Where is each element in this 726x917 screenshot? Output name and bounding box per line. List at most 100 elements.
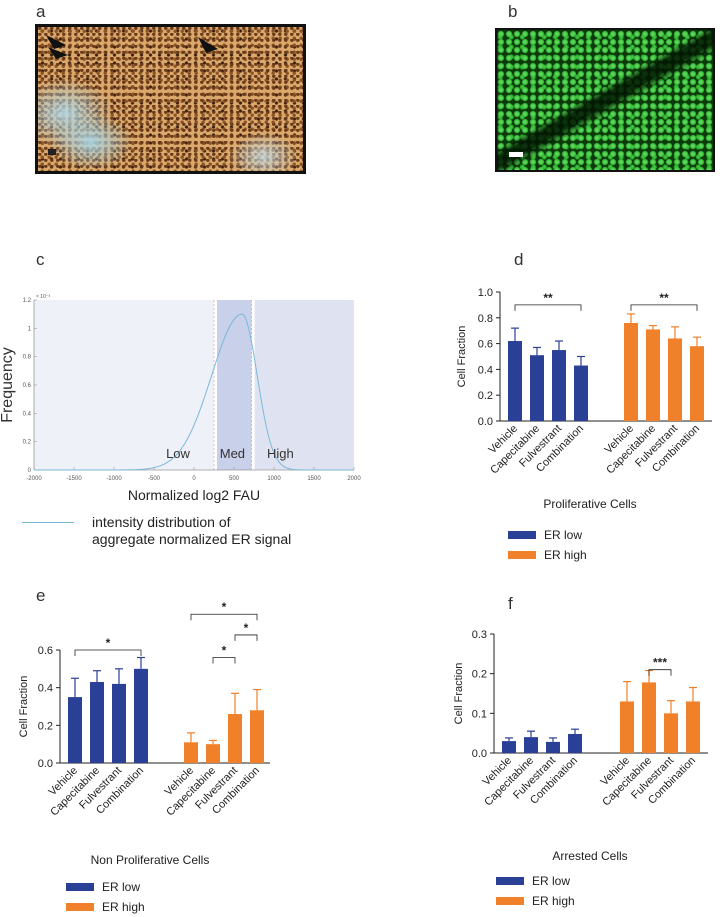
legend-swatch-er-high	[508, 551, 536, 559]
panel-letter-f: f	[508, 594, 513, 613]
bar-er-high-combination	[686, 701, 700, 753]
bar-er-low-capecitabine	[524, 737, 538, 753]
bar-er-low-capecitabine	[90, 682, 104, 763]
panel-letter-e: e	[36, 586, 46, 605]
scale-bar	[509, 152, 523, 157]
bar-er-low-combination	[134, 668, 148, 763]
significance-bracket	[212, 657, 236, 664]
x-axis-label: Normalized log2 FAU	[128, 487, 260, 503]
bar-er-low-vehicle	[68, 697, 82, 763]
x-tick-label: 1500	[307, 476, 321, 482]
bar-er-high-capecitabine	[646, 329, 660, 421]
y-tick-label: 0.2	[472, 669, 487, 681]
legend-text-line1: intensity distribution of	[92, 514, 231, 530]
legend-swatch-er-low	[66, 883, 94, 891]
bar-er-low-vehicle	[502, 741, 516, 753]
y-tick-label: 1	[28, 326, 32, 332]
bar-er-high-fulvestrant	[228, 714, 242, 763]
y-axis-label: Frequency	[0, 347, 16, 423]
bar-er-high-fulvestrant	[664, 713, 678, 753]
y-tick-label: 0.8	[23, 355, 32, 361]
ihc-micrograph	[35, 24, 306, 174]
y-tick-label: 0	[28, 468, 32, 474]
legend-swatch-er-high	[66, 903, 94, 911]
chart-e-caption: Non Proliferative Cells	[90, 853, 210, 867]
legend-text-line2: aggregate normalized ER signal	[92, 531, 292, 547]
region-high	[254, 300, 354, 470]
x-tick-label: -1000	[106, 476, 122, 482]
chart-f-legend: ER low ER high	[496, 871, 575, 911]
legend-label-er-low: ER low	[532, 874, 571, 888]
x-tick-label: 2000	[347, 476, 361, 482]
legend-line-swatch	[22, 522, 74, 523]
y-tick-label: 0.6	[478, 339, 493, 351]
y-tick-label: 0.3	[472, 629, 487, 641]
region-label-high: High	[267, 446, 294, 461]
significance-label: *	[244, 621, 249, 635]
significance-label: **	[543, 291, 553, 305]
bar-er-low-combination	[574, 365, 588, 421]
bar-er-high-capecitabine	[642, 682, 656, 753]
x-tick-label: -500	[148, 476, 161, 482]
significance-label: *	[106, 636, 111, 650]
significance-bracket	[234, 634, 258, 641]
y-axis-label: Cell Fraction	[18, 676, 30, 738]
arrow-marker-3	[198, 37, 218, 53]
bar-er-low-fulvestrant	[546, 741, 560, 753]
chart-d-legend: ER low ER high	[508, 525, 587, 565]
panel-letter-c: c	[36, 250, 45, 269]
legend-swatch-er-low	[496, 877, 524, 885]
distribution-curve	[34, 313, 354, 471]
legend-label-er-low: ER low	[544, 528, 583, 542]
bar-er-high-vehicle	[624, 322, 638, 421]
arrow-marker-2	[48, 47, 68, 59]
region-label-med: Med	[220, 446, 245, 461]
x-tick-label: -2000	[26, 476, 42, 482]
y-tick-label: 0.4	[23, 411, 32, 417]
y-tick-label: 0.1	[472, 708, 487, 720]
significance-bracket	[630, 304, 698, 311]
bar-er-low-vehicle	[508, 341, 522, 421]
y-tick-label: 0.6	[38, 645, 53, 657]
y-tick-label: 0.4	[478, 364, 493, 376]
chart-d-caption: Proliferative Cells	[543, 497, 637, 511]
y-tick-label: 0.6	[23, 383, 32, 389]
region-med	[217, 300, 252, 470]
y-axis-label: Cell Fraction	[453, 663, 465, 725]
chart-f-caption: Arrested Cells	[552, 849, 628, 863]
legend-swatch-er-low	[508, 531, 536, 539]
y-tick-label: 0.2	[478, 390, 493, 402]
x-tick-label: 1000	[267, 476, 281, 482]
y-axis-label: Cell Fraction	[456, 326, 468, 388]
y-tick-label: 0.8	[478, 313, 493, 325]
bar-er-high-combination	[690, 346, 704, 421]
bar-er-low-combination	[568, 733, 582, 753]
legend-swatch-er-high	[496, 897, 524, 905]
bar-er-high-fulvestrant	[668, 338, 682, 421]
significance-bracket	[648, 669, 672, 676]
y-tick-label: 0.0	[478, 416, 493, 428]
y-tick-label: 0.2	[23, 440, 32, 446]
significance-bracket	[190, 613, 258, 621]
chart-c-distribution: -2000 -1500 -1000 -500 0 500 1000 1500 2000 0 0.2 0…	[0, 294, 361, 503]
y-exponent-label: × 10⁻³	[36, 294, 51, 300]
y-tick-label: 1.0	[478, 287, 493, 299]
significance-label: *	[222, 644, 227, 658]
chart-c-legend: intensity distribution of aggregate norm…	[22, 514, 382, 548]
x-tick-label: -1500	[66, 476, 82, 482]
y-tick-label: 0.0	[472, 748, 487, 760]
y-tick-label: 1.2	[23, 298, 32, 304]
arrow-marker-1	[46, 35, 66, 49]
panel-letter-a: a	[36, 2, 46, 21]
y-tick-label: 0.2	[38, 720, 53, 732]
bar-er-low-fulvestrant	[552, 350, 566, 421]
region-low	[34, 300, 214, 470]
bar-er-high-vehicle	[620, 701, 634, 753]
y-tick-label: 0.4	[38, 683, 53, 695]
bar-er-high-combination	[250, 710, 264, 763]
bar-er-high-capecitabine	[206, 744, 220, 763]
legend-label-er-high: ER high	[102, 900, 145, 914]
